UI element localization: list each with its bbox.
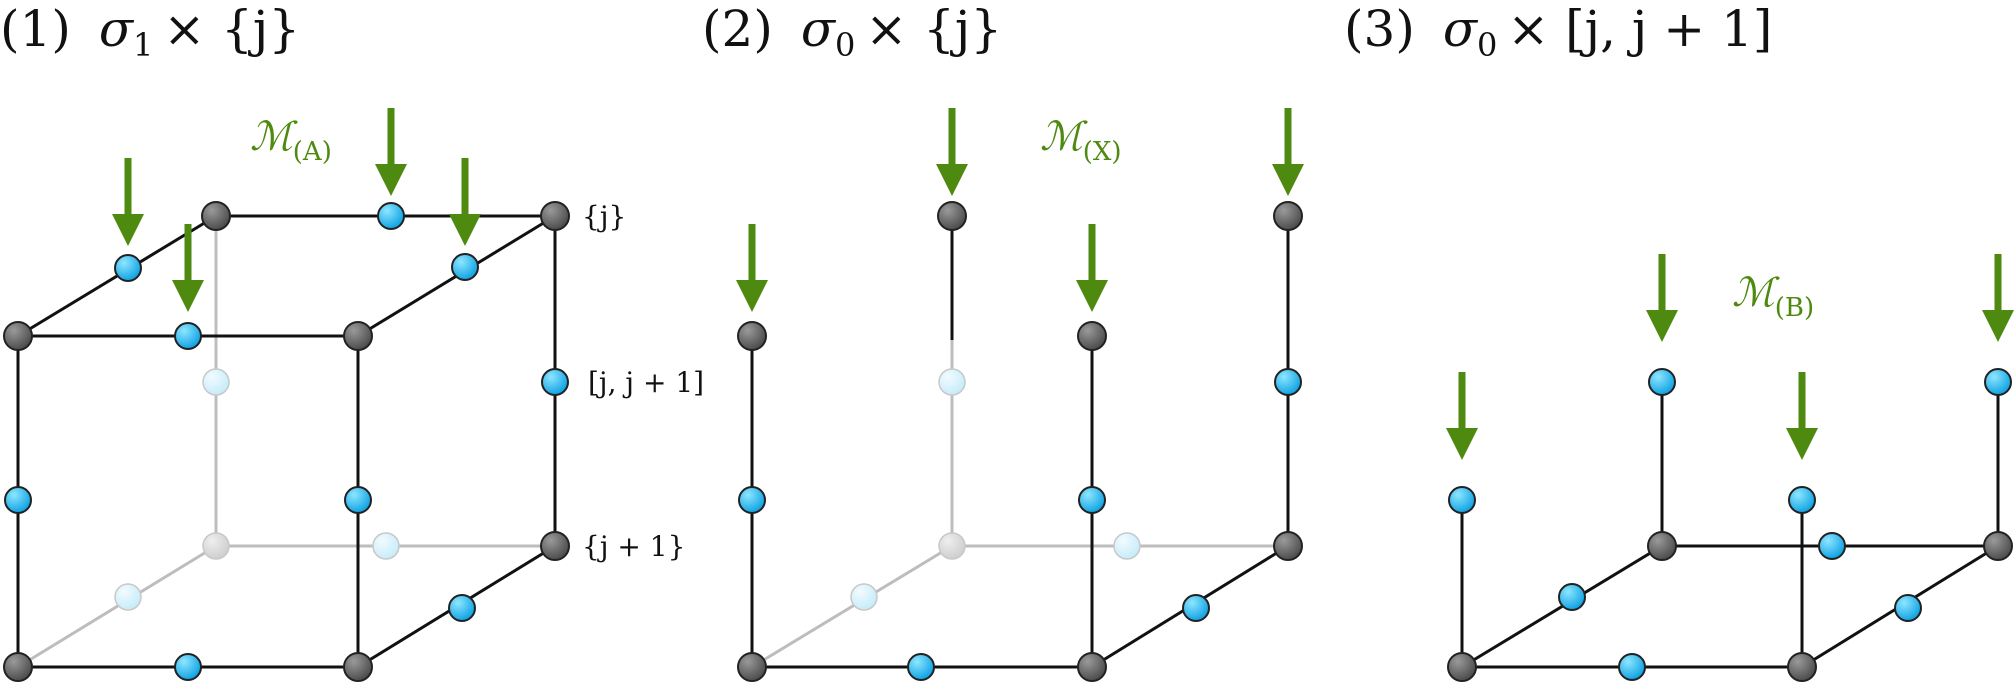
vertex-node [937,201,967,231]
edge-node [448,594,476,622]
down-arrow-icon [736,224,768,312]
panel-1-title-symbol: σ [99,0,135,58]
edge-node [174,653,202,681]
side-label-j-plus-1: {j + 1} [582,530,685,563]
side-label-interval: [j, j + 1] [588,366,704,399]
panel-3-title: (3) σ0 × [j, j + 1] [1344,0,1772,64]
edge-node [1078,486,1106,514]
vertex-node [1647,531,1677,561]
panel-1-m-label: ℳ(A) [250,114,332,167]
panel-1-title: (1) σ1 × {j} [0,0,300,64]
panel-2-index: (2) [702,0,773,58]
vertex-node [1787,652,1817,682]
vertex-node [737,652,767,682]
edge-node [1648,368,1676,396]
vertex-node [540,531,570,561]
panel-2-title: (2) σ0 × {j} [702,0,1002,64]
down-arrow-icon [1786,372,1818,460]
edge-node [1448,486,1476,514]
edge-node [1558,583,1586,611]
edge-node [4,486,32,514]
edge-node [114,254,142,282]
edge-node [377,202,405,230]
edge-node [1274,368,1302,396]
panel-3-m-label: ℳ(B) [1732,270,1814,323]
panel-3-title-sub: 0 [1477,26,1497,64]
panel-2-title-symbol: σ [801,0,837,58]
vertex-node [3,321,33,351]
panel-1-cube: ℳ(A) {j} [j, j + 1] {j + 1} [3,108,704,682]
vertex-node [540,201,570,231]
vertex-node [1077,652,1107,682]
edge-node [174,322,202,350]
edge-node [1618,653,1646,681]
down-arrow-icon [1446,372,1478,460]
edge-node [1788,486,1816,514]
vertex-node [343,652,373,682]
hidden-edge [751,544,953,669]
panel-1-title-rest: × {j} [163,0,300,58]
panel-3-index: (3) [1344,0,1415,58]
down-arrow-icon [1272,108,1304,196]
vertex-node [1273,531,1303,561]
down-arrow-icon [449,158,481,246]
panel-2-graph: ℳ(X) [736,108,1304,682]
hidden-edge-node [202,368,230,396]
panel-2-title-rest: × {j} [865,0,1002,58]
down-arrow-icon [1646,254,1678,342]
down-arrow-icon [375,108,407,196]
edge-node [1818,532,1846,560]
down-arrow-icon [1982,254,2014,342]
panel-2-m-label: ℳ(X) [1040,114,1122,167]
hidden-vertex-node [938,532,966,560]
vertex-node [3,652,33,682]
down-arrow-icon [172,224,204,312]
panel-1-title-sub: 1 [133,26,153,64]
svg-text:(3)σ0× [j, j + 1]: (3) σ0 × [j, j + 1] [1344,0,1772,64]
down-arrow-icon [112,158,144,246]
edge-node [1182,594,1210,622]
hidden-edge-node [850,583,878,611]
edge-node [344,486,372,514]
edge-node [738,486,766,514]
hidden-edge-node [938,368,966,396]
hidden-edge-node [1113,532,1141,560]
vertex-node [1273,201,1303,231]
svg-text:(2)σ0× {j}: (2) σ0 × {j} [702,0,1002,64]
side-label-j: {j} [582,200,626,233]
hidden-vertex-node [202,532,230,560]
panel-3-title-rest: × [j, j + 1] [1507,0,1772,58]
vertex-node [737,321,767,351]
panel-3-title-symbol: σ [1443,0,1479,58]
panel-2-title-sub: 0 [835,26,855,64]
edge-node [907,653,935,681]
edge-node [541,368,569,396]
vertex-node [1077,321,1107,351]
down-arrow-icon [1076,224,1108,312]
vertex-node [1983,531,2013,561]
vertex-node [343,321,373,351]
edge-node [1984,368,2012,396]
edge-node [451,253,479,281]
panel-1-index: (1) [0,0,71,58]
panel-3-graph: ℳ(B) [1446,254,2014,682]
hidden-edge [17,544,217,669]
down-arrow-icon [936,108,968,196]
edge-node [1894,594,1922,622]
svg-text:(1)σ1× {j}: (1) σ1 × {j} [0,0,300,64]
vertex-node [1447,652,1477,682]
hidden-edge-node [114,583,142,611]
vertex-node [201,201,231,231]
hidden-edge-node [372,532,400,560]
